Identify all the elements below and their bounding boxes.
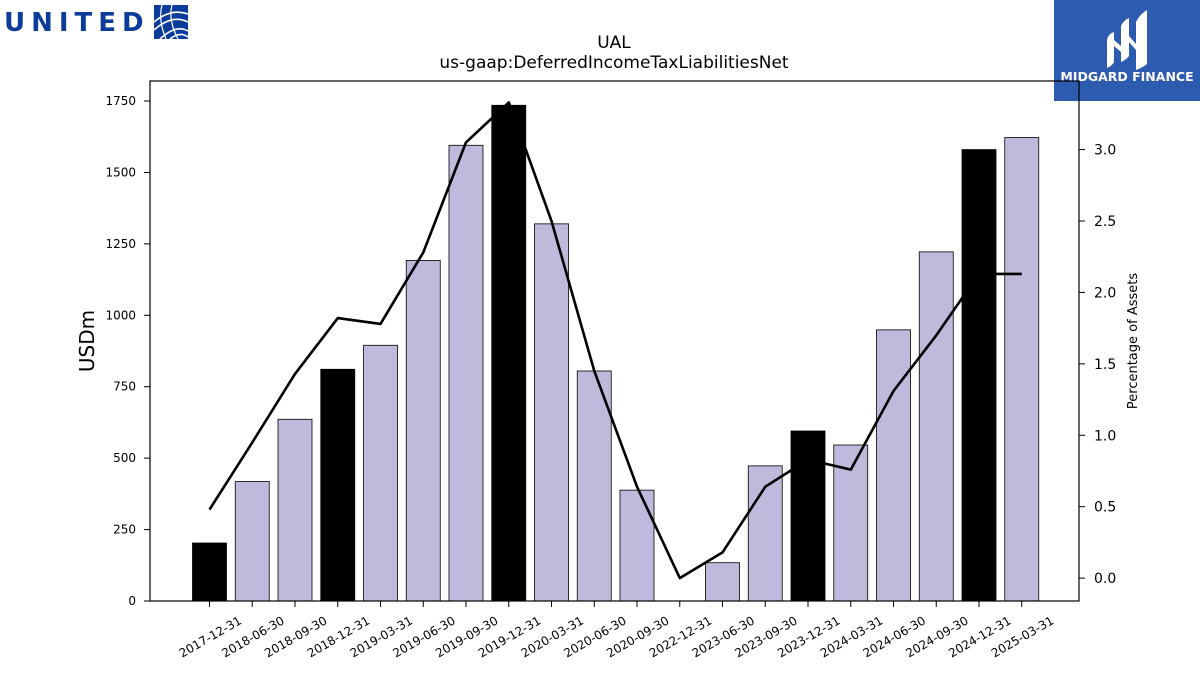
- y-tick-label: 500: [113, 451, 136, 465]
- bar-2024-12-31: [961, 149, 997, 602]
- y2-tick-label: 3.0: [1094, 143, 1116, 159]
- bar-2018-06-30: [234, 481, 270, 602]
- bar-2025-03-31: [1004, 137, 1040, 602]
- y2-tick-label: 1.0: [1094, 428, 1116, 444]
- bar-2020-06-30: [576, 370, 612, 602]
- midgard-finance-logo: MIDGARD FINANCE: [1054, 0, 1200, 101]
- bar-2019-03-31: [363, 344, 398, 602]
- bar-2023-06-30: [705, 562, 740, 602]
- y2-axis-label: Percentage of Assets: [1126, 273, 1141, 409]
- midgard-logo-text: MIDGARD FINANCE: [1060, 69, 1193, 84]
- plot-frame: [149, 80, 1080, 602]
- y-tick-label: 0: [128, 594, 136, 608]
- globe-icon: [153, 4, 189, 40]
- y2-tick-label: 2.5: [1094, 214, 1116, 230]
- bar-2019-09-30: [448, 144, 484, 602]
- bar-series: [192, 104, 1040, 602]
- bar-2018-12-31: [320, 368, 356, 602]
- chart-subtitle: us-gaap:DeferredIncomeTaxLiabilitiesNet: [439, 53, 789, 73]
- x-axis: 2017-12-312018-06-302018-09-302018-12-31…: [177, 601, 1056, 660]
- y-tick-label: 1000: [105, 308, 136, 322]
- united-logo: UNITED: [4, 4, 189, 40]
- bar-2020-09-30: [619, 489, 655, 602]
- united-logo-text: UNITED: [4, 8, 150, 38]
- bar-2017-12-31: [192, 542, 227, 602]
- bar-2019-12-31: [491, 104, 527, 602]
- y-tick-label: 750: [113, 380, 136, 394]
- line-series: [208, 101, 1022, 580]
- y-tick-label: 1750: [105, 94, 136, 108]
- bar-2024-06-30: [876, 329, 911, 602]
- y-tick-label: 250: [113, 523, 136, 537]
- bar-2024-03-31: [833, 444, 869, 602]
- bar-2020-03-31: [534, 223, 569, 602]
- y-axis-label: USDm: [75, 310, 99, 372]
- y2-tick-label: 0.5: [1094, 500, 1116, 516]
- y-tick-label: 1250: [105, 237, 136, 251]
- assets-percentage-line: [208, 101, 1022, 580]
- bar-2024-09-30: [918, 251, 954, 602]
- y-tick-label: 1500: [105, 165, 136, 179]
- y2-tick-label: 1.5: [1094, 357, 1116, 373]
- midgard-m-icon: [1107, 10, 1147, 70]
- chart-title: UAL: [597, 33, 631, 53]
- bar-2018-09-30: [277, 418, 313, 602]
- left-y-axis: 0 250 500 750 1000 1250 1500 1750: [105, 94, 150, 608]
- y2-tick-label: 2.0: [1094, 285, 1116, 301]
- right-y-axis: 0.0 0.5 1.0 1.5 2.0 2.5 3.0: [1079, 143, 1116, 587]
- bar-2023-12-31: [790, 430, 826, 602]
- bar-2019-06-30: [405, 260, 441, 602]
- y2-tick-label: 0.0: [1094, 571, 1116, 587]
